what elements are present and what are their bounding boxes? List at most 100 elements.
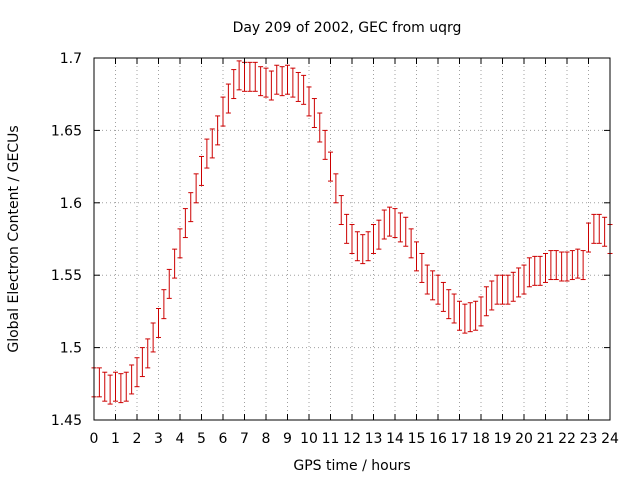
error-bars xyxy=(91,60,613,405)
error-bar-point xyxy=(354,231,360,262)
grid-lines xyxy=(94,58,610,420)
error-bar-point xyxy=(591,213,597,244)
x-tick-label: 10 xyxy=(300,431,318,447)
error-bar-point xyxy=(231,69,237,100)
x-tick-label: 23 xyxy=(580,431,598,447)
error-bar-point xyxy=(166,268,172,299)
x-tick-label: 14 xyxy=(386,431,404,447)
error-bar-point xyxy=(172,248,178,279)
error-bar-point xyxy=(473,300,479,331)
error-bar-point xyxy=(258,66,264,97)
error-bar-point xyxy=(236,60,242,91)
x-tick-label: 2 xyxy=(133,431,142,447)
error-bar-point xyxy=(209,128,215,159)
error-bar-point xyxy=(392,208,398,239)
error-bar-point xyxy=(360,234,366,265)
x-tick-label: 4 xyxy=(176,431,185,447)
error-bar-point xyxy=(182,208,188,239)
error-bar-point xyxy=(376,219,382,250)
error-bar-point xyxy=(96,367,102,398)
error-bar-point xyxy=(113,371,118,402)
error-bar-point xyxy=(349,224,355,254)
axis-ticks xyxy=(93,57,611,421)
error-bar-point xyxy=(500,274,505,305)
y-tick-labels: 1.45 1.5 1.55 1.6 1.65 1.7 xyxy=(51,51,82,429)
x-tick-label: 21 xyxy=(537,431,555,447)
error-bar-point xyxy=(596,213,602,244)
error-bar-point xyxy=(193,173,199,204)
error-bar-point xyxy=(457,300,462,331)
x-tick-label: 3 xyxy=(154,431,163,447)
x-tick-label: 18 xyxy=(472,431,490,447)
x-tick-label: 12 xyxy=(343,431,361,447)
error-bar-point xyxy=(543,252,548,283)
x-axis-label: GPS time / hours xyxy=(293,458,410,474)
error-bar-point xyxy=(387,206,393,237)
error-bar-point xyxy=(279,66,285,97)
error-bar-point xyxy=(602,216,608,247)
error-bar-point xyxy=(161,289,167,320)
error-bar-point xyxy=(489,280,495,311)
x-tick-label: 13 xyxy=(365,431,383,447)
error-bar-point xyxy=(365,231,371,262)
error-bar-point xyxy=(564,251,570,282)
y-tick-label: 1.65 xyxy=(51,123,82,139)
error-bar-point xyxy=(580,250,586,281)
error-bar-point xyxy=(397,212,403,243)
error-bar-point xyxy=(419,252,425,283)
x-tick-labels: 0 1 2 3 4 5 6 7 8 9 10 11 12 13 14 15 16 17 18 19 20 21 22 23 24 xyxy=(90,431,619,447)
error-bar-point xyxy=(430,270,436,301)
error-bar-point xyxy=(134,357,140,388)
error-bar-point xyxy=(322,129,328,160)
x-tick-label: 11 xyxy=(322,431,340,447)
error-bar-point xyxy=(446,289,452,320)
error-bar-point xyxy=(263,67,269,98)
error-bar-point xyxy=(311,98,317,129)
error-bar-point xyxy=(156,308,161,338)
x-tick-label: 8 xyxy=(262,431,271,447)
y-tick-label: 1.5 xyxy=(60,341,82,357)
error-bar-point xyxy=(559,251,565,282)
error-bar-point xyxy=(252,61,258,92)
error-bar-point xyxy=(408,228,414,259)
error-bar-point xyxy=(268,70,274,101)
x-tick-label: 19 xyxy=(494,431,512,447)
error-bar-point xyxy=(462,303,468,334)
error-bar-point xyxy=(215,115,221,146)
error-bar-point xyxy=(225,83,231,114)
x-tick-label: 6 xyxy=(219,431,228,447)
x-tick-label: 5 xyxy=(197,431,206,447)
error-bar-point xyxy=(301,74,307,105)
x-tick-label: 22 xyxy=(558,431,576,447)
error-bar-point xyxy=(575,248,581,279)
x-tick-label: 9 xyxy=(283,431,292,447)
y-tick-label: 1.55 xyxy=(51,268,82,284)
error-bar-point xyxy=(532,255,538,286)
error-bar-point xyxy=(220,96,226,127)
error-bar-point xyxy=(145,338,151,369)
error-bar-point xyxy=(123,371,129,402)
chart-title: Day 209 of 2002, GEC from uqrg xyxy=(233,20,462,36)
error-bar-point xyxy=(467,302,473,333)
error-bar-point xyxy=(290,67,296,98)
error-bar-point xyxy=(285,64,290,95)
error-bar-point xyxy=(516,267,522,298)
x-tick-label: 1 xyxy=(111,431,120,447)
error-bar-point xyxy=(553,250,559,281)
error-bar-point xyxy=(381,209,387,240)
error-bar-point xyxy=(118,373,124,404)
error-bar-point xyxy=(435,274,441,305)
error-bar-point xyxy=(478,296,484,327)
error-bar-point xyxy=(188,192,194,223)
error-bar-point xyxy=(483,286,489,317)
error-bar-point xyxy=(521,264,527,295)
error-bar-point xyxy=(338,195,344,226)
error-bar-point xyxy=(333,173,339,204)
error-bar-point xyxy=(451,293,457,324)
error-bar-point xyxy=(107,374,113,405)
error-bar-point xyxy=(403,216,409,247)
x-tick-label: 0 xyxy=(90,431,99,447)
y-axis-label: Global Electron Content / GECUs xyxy=(6,125,22,352)
